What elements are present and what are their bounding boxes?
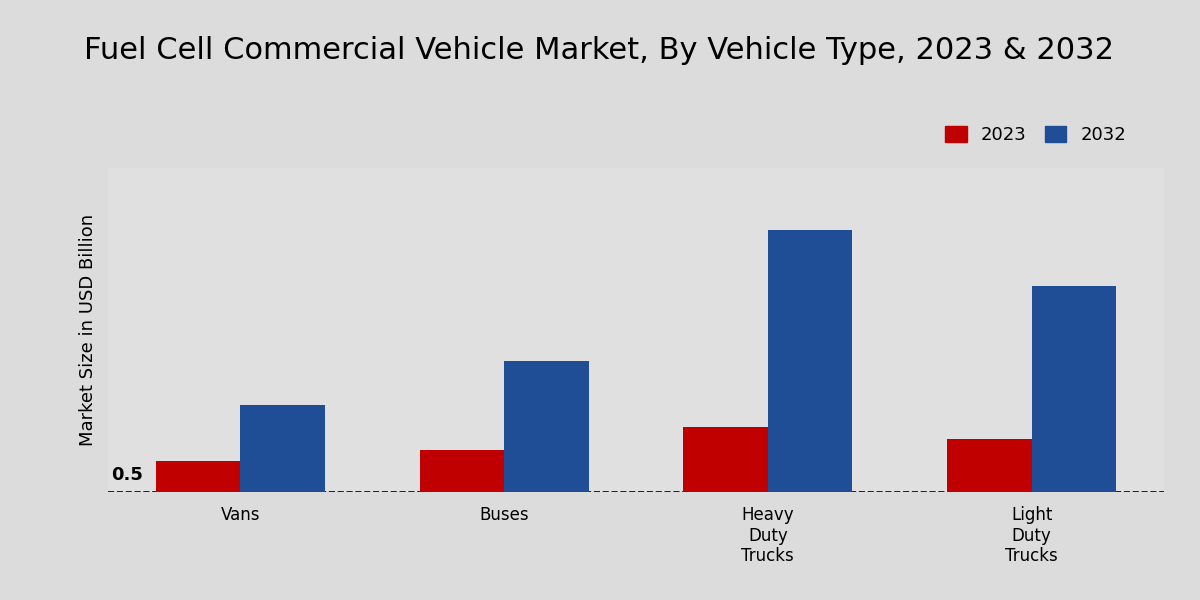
- Y-axis label: Market Size in USD Billion: Market Size in USD Billion: [79, 214, 97, 446]
- Bar: [1032, 286, 1116, 492]
- Text: 0.5: 0.5: [110, 466, 143, 484]
- Bar: [420, 449, 504, 492]
- Bar: [240, 405, 325, 492]
- Text: Fuel Cell Commercial Vehicle Market, By Vehicle Type, 2023 & 2032: Fuel Cell Commercial Vehicle Market, By …: [84, 36, 1114, 65]
- Bar: [504, 361, 588, 492]
- Bar: [947, 439, 1032, 492]
- Legend: 2023, 2032: 2023, 2032: [937, 119, 1134, 151]
- Bar: [684, 427, 768, 492]
- Bar: [156, 461, 240, 492]
- Bar: [768, 230, 852, 492]
